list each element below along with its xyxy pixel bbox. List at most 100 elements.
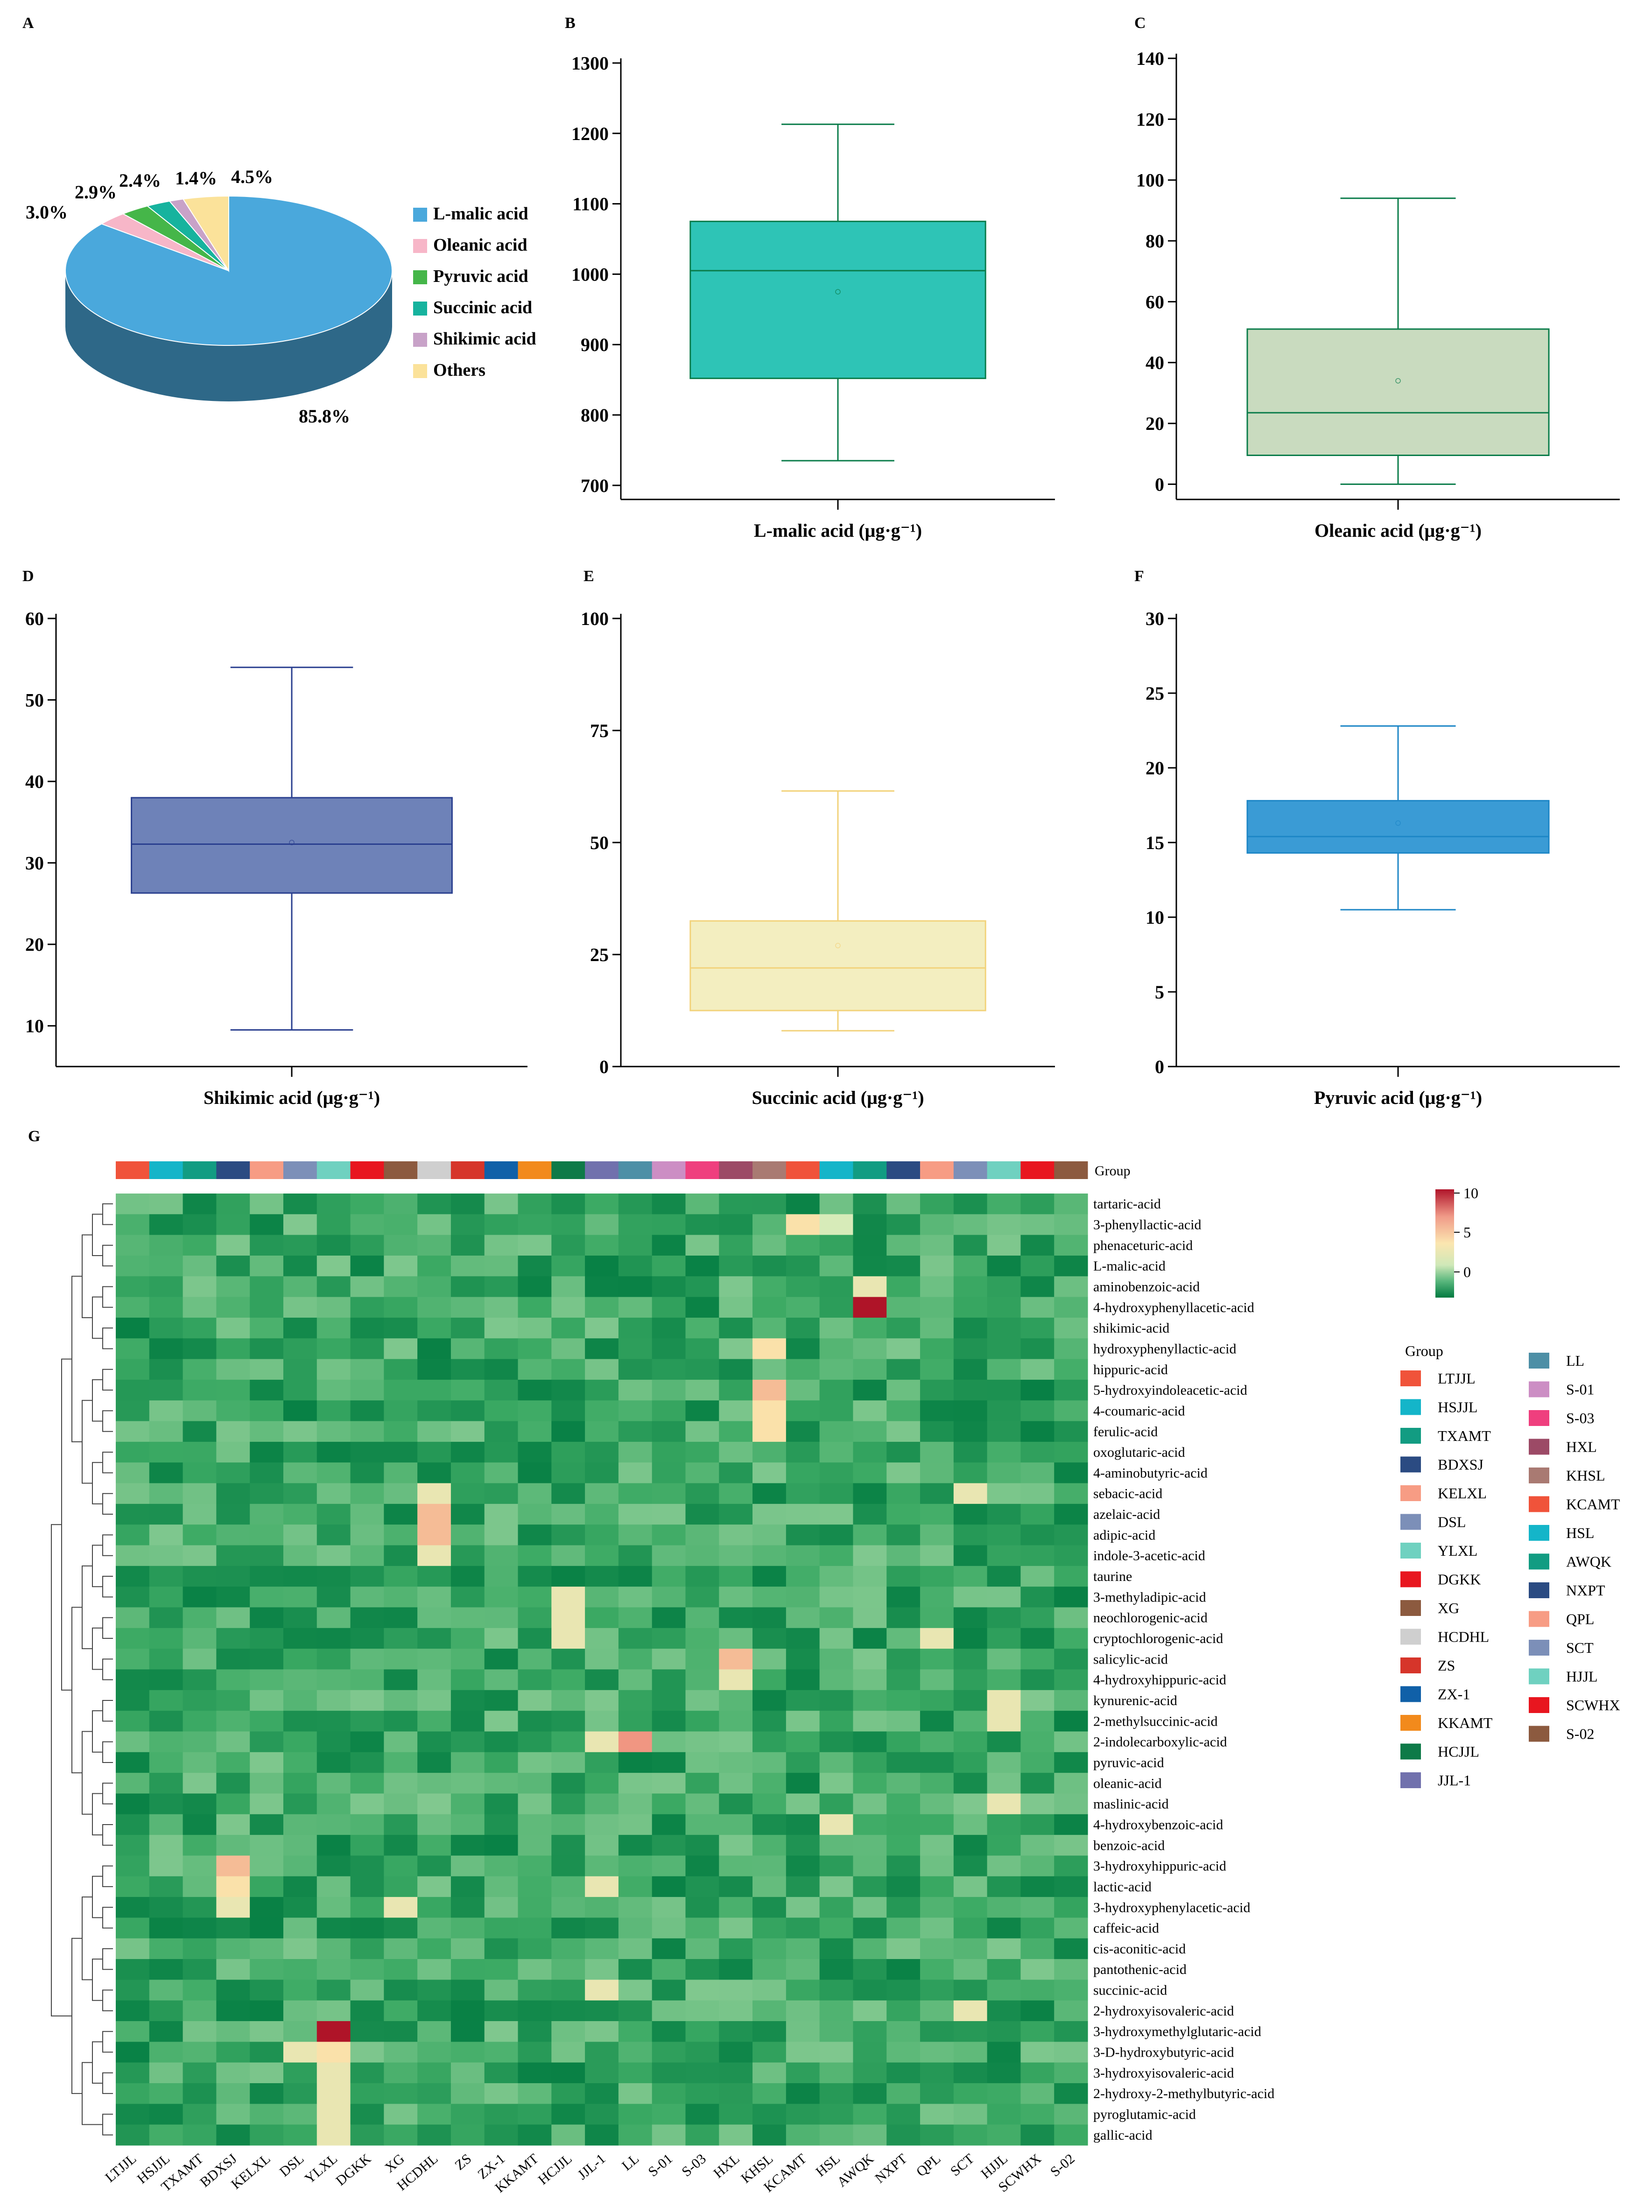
heatmap-cell (652, 2042, 686, 2063)
heatmap-cell (652, 1711, 686, 1732)
heatmap-cell (551, 1359, 585, 1380)
heatmap-cell (250, 1711, 284, 1732)
heatmap-cell (484, 1628, 519, 1649)
heatmap-cell (183, 1400, 217, 1422)
heatmap-cell (886, 1255, 921, 1277)
heatmap-cell (618, 2124, 653, 2146)
heatmap-cell (417, 2083, 451, 2104)
heatmap-cell (685, 1359, 719, 1380)
heatmap-cell (719, 1917, 753, 1939)
heatmap-cell (283, 1441, 317, 1463)
heatmap-cell (752, 1194, 787, 1215)
heatmap-cell (652, 1194, 686, 1215)
group-legend-swatch (1400, 1456, 1421, 1473)
pie-legend-swatch (413, 208, 427, 222)
heatmap-cell (786, 1566, 820, 1587)
heatmap-cell (350, 1545, 384, 1566)
heatmap-cell (853, 1483, 887, 1504)
heatmap-cell (316, 2062, 351, 2084)
heatmap-cell (1020, 1503, 1054, 1525)
heatmap-cell (183, 1938, 217, 1959)
heatmap-cell (819, 1690, 854, 1711)
dendrogram-branch (82, 1400, 92, 1484)
heatmap-cell (786, 1876, 820, 1897)
heatmap-cell (786, 1690, 820, 1711)
heatmap-cell (819, 1276, 854, 1298)
heatmap-cell (987, 1669, 1021, 1691)
heatmap-cell (819, 1255, 854, 1277)
heatmap-cell (1020, 1793, 1054, 1815)
heatmap-cell (283, 1235, 317, 1256)
heatmap-cell (216, 1483, 250, 1504)
heatmap-cell (183, 1814, 217, 1835)
heatmap-cell (183, 2104, 217, 2125)
heatmap-cell (819, 1938, 854, 1959)
heatmap-cell (316, 1297, 351, 1318)
heatmap-cell (652, 1566, 686, 1587)
heatmap-cell (283, 1855, 317, 1877)
heatmap-row-label: kynurenic-acid (1093, 1693, 1177, 1708)
heatmap-cell (752, 1297, 787, 1318)
heatmap-cell (518, 2062, 552, 2084)
heatmap-cell (585, 2062, 619, 2084)
heatmap-cell (216, 1669, 250, 1691)
heatmap-cell (987, 2124, 1021, 2146)
heatmap-cell (316, 1980, 351, 2001)
heatmap-cell (518, 1607, 552, 1629)
heatmap-cell (183, 1276, 217, 1298)
heatmap-cell (618, 1980, 653, 2001)
heatmap-cell (585, 1317, 619, 1339)
group-bar-cell (920, 1161, 954, 1179)
heatmap-cell (585, 1524, 619, 1546)
heatmap-cell (719, 2000, 753, 2022)
group-legend-swatch (1529, 1496, 1549, 1512)
heatmap-cell (618, 1773, 653, 1794)
heatmap-cell (450, 1503, 485, 1525)
heatmap-cell (518, 1773, 552, 1794)
heatmap-cell (618, 1897, 653, 1918)
mean-marker (1395, 378, 1401, 384)
group-legend-label: KELXL (1438, 1485, 1487, 1502)
group-bar-cell (1054, 1161, 1088, 1179)
heatmap-cell (250, 1690, 284, 1711)
heatmap-cell (116, 1421, 150, 1442)
heatmap-cell (518, 1731, 552, 1753)
heatmap-cell (685, 2083, 719, 2104)
heatmap-cell (384, 1462, 418, 1484)
heatmap-cell (183, 1959, 217, 1980)
heatmap-cell (216, 1338, 250, 1360)
heatmap-cell (350, 1566, 384, 1587)
heatmap-row-label: maslinic-acid (1093, 1797, 1169, 1812)
heatmap-cell (216, 1649, 250, 1670)
heatmap-cell (484, 1690, 519, 1711)
heatmap-cell (618, 1441, 653, 1463)
heatmap-cell (484, 1462, 519, 1484)
heatmap-cell (283, 2083, 317, 2104)
heatmap-cell (384, 1214, 418, 1236)
heatmap-cell (987, 1628, 1021, 1649)
group-bar-cell (518, 1161, 552, 1179)
heatmap-cell (886, 1235, 921, 1256)
heatmap-cell (551, 1317, 585, 1339)
heatmap-cell (450, 1194, 485, 1215)
heatmap-cell (652, 1400, 686, 1422)
heatmap-cell (953, 2104, 988, 2125)
heatmap-cell (283, 1835, 317, 1856)
heatmap-cell (518, 2083, 552, 2104)
heatmap-cell (853, 2042, 887, 2063)
heatmap-cell (116, 1917, 150, 1939)
group-legend-label: HSL (1566, 1524, 1594, 1541)
heatmap-cell (484, 1938, 519, 1959)
heatmap-cell (987, 1545, 1021, 1566)
heatmap-cell (149, 1980, 183, 2001)
heatmap-cell (149, 1731, 183, 1753)
heatmap-cell (450, 1773, 485, 1794)
heatmap-cell (283, 1297, 317, 1318)
heatmap-cell (216, 1752, 250, 1773)
heatmap-cell (116, 1649, 150, 1670)
heatmap-cell (853, 1235, 887, 1256)
heatmap-cell (450, 1855, 485, 1877)
heatmap-cell (920, 1793, 954, 1815)
heatmap-cell (886, 1855, 921, 1877)
group-bar-cell (250, 1161, 284, 1179)
